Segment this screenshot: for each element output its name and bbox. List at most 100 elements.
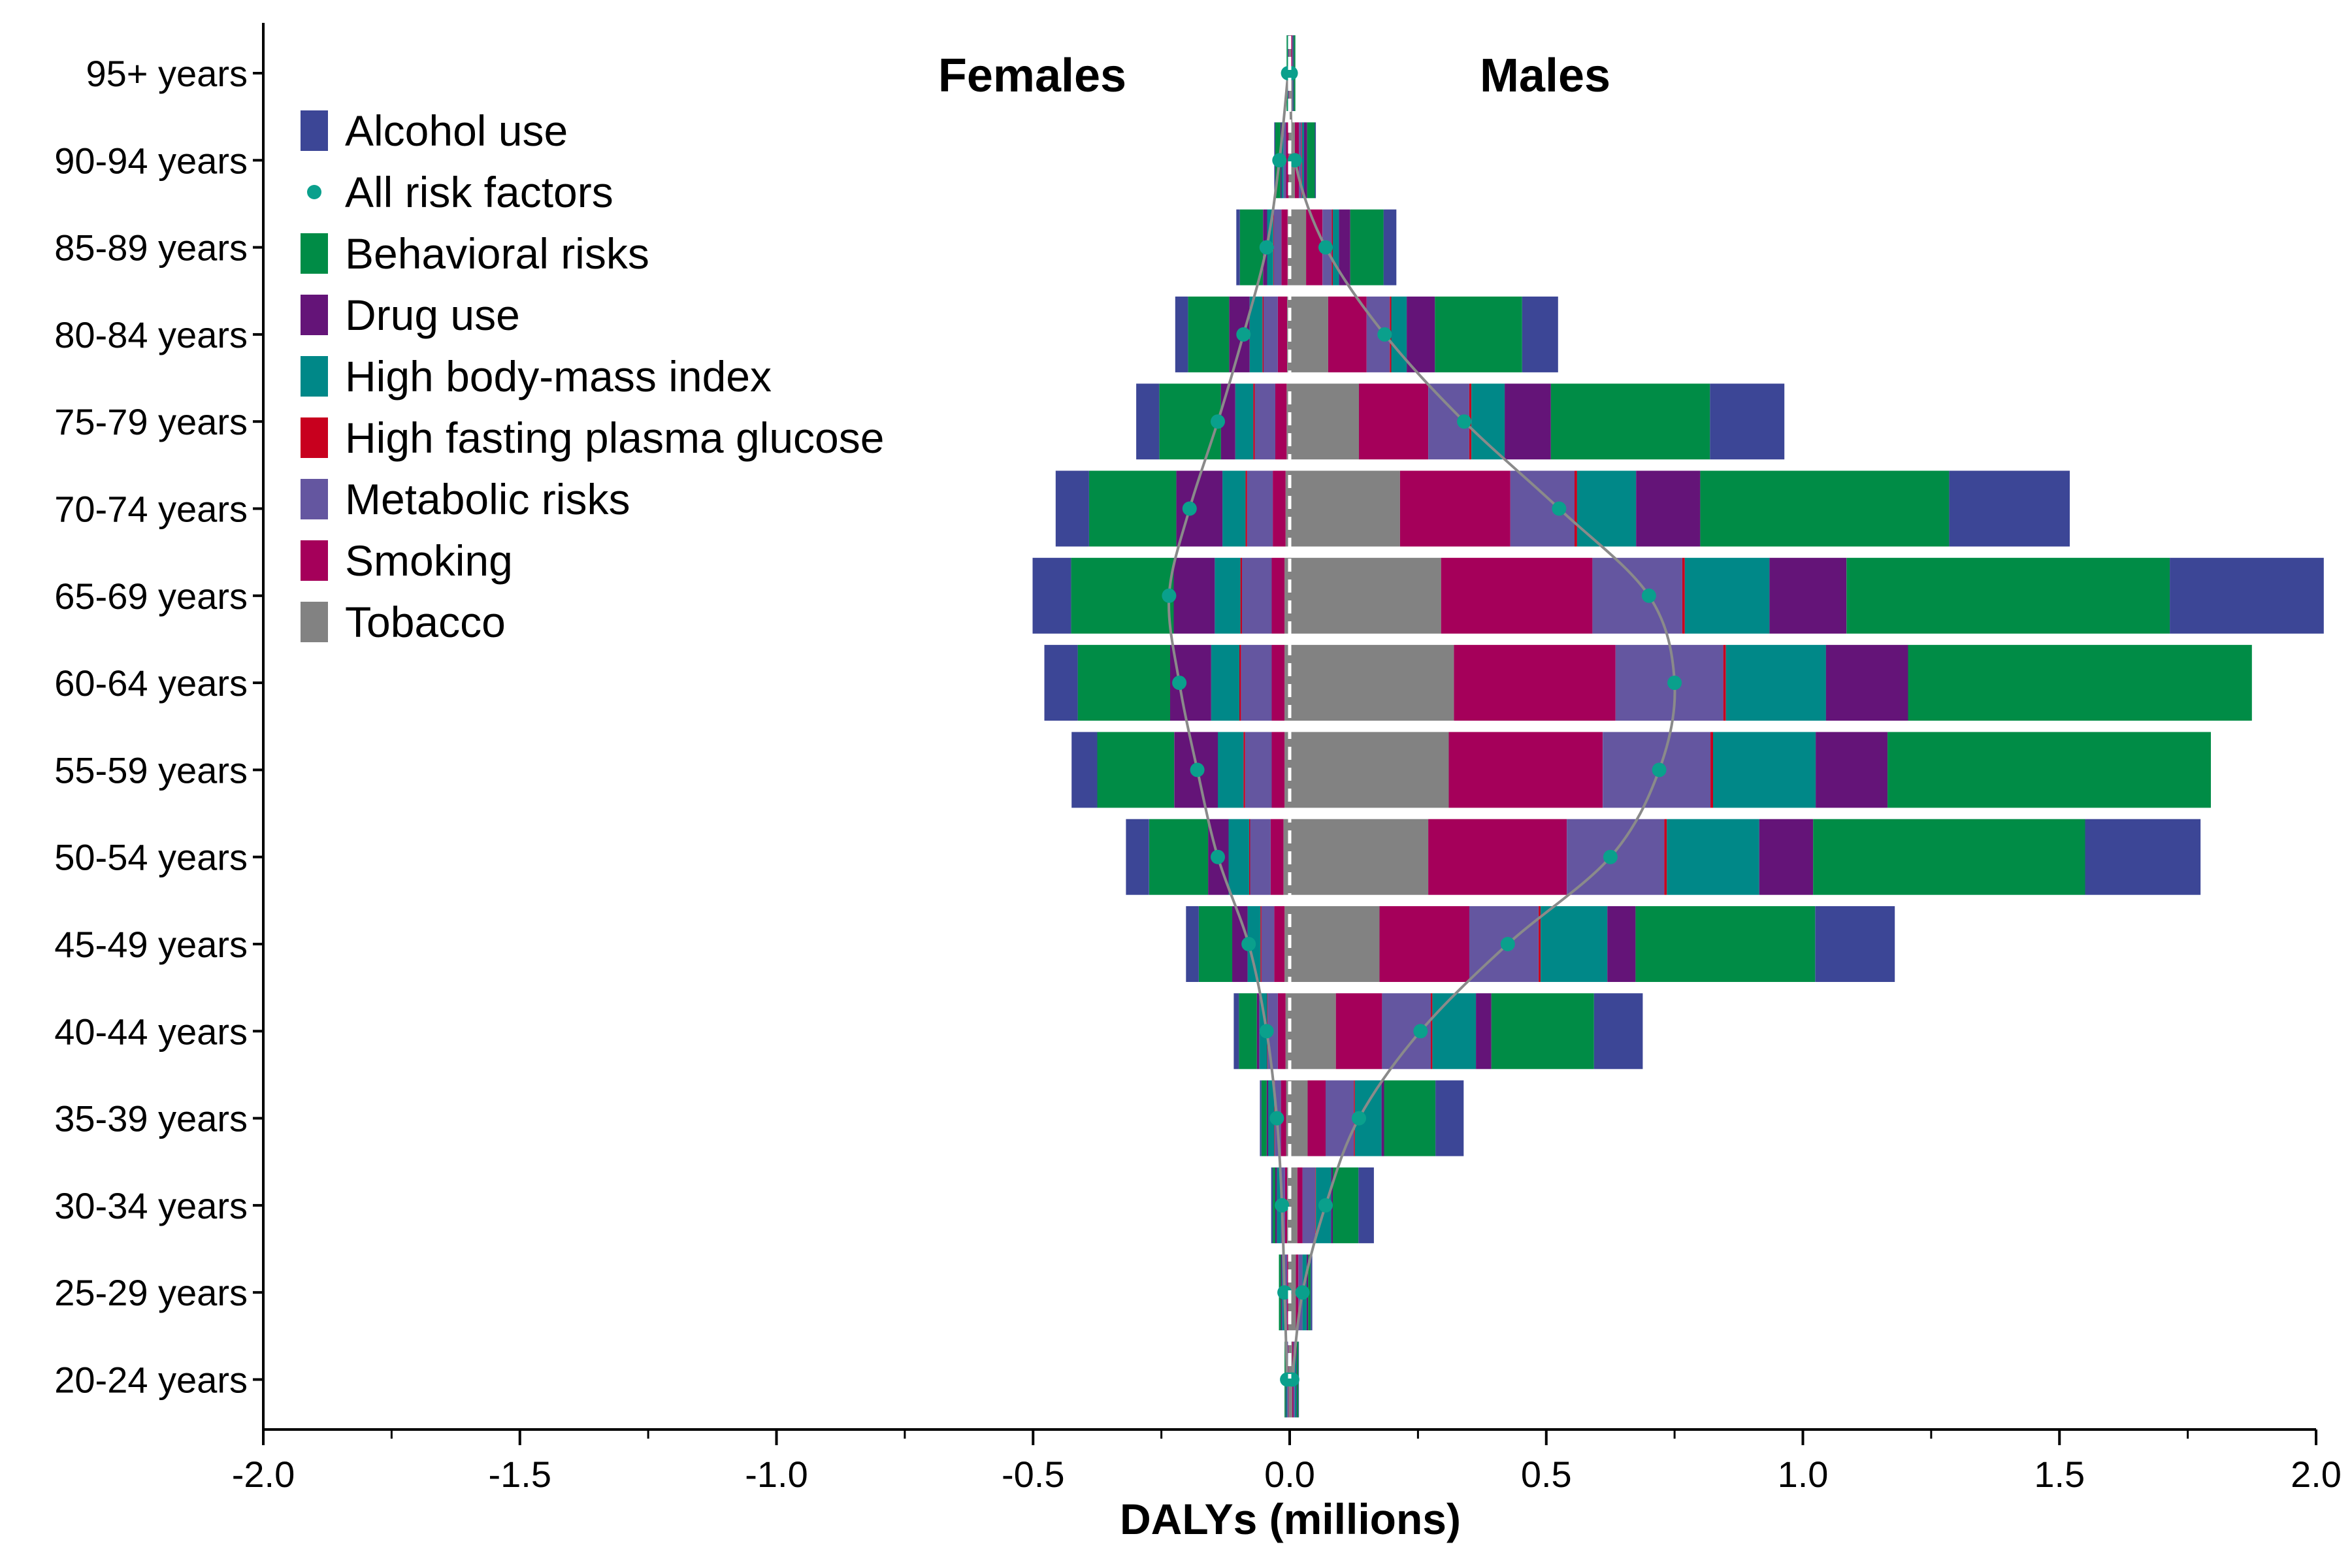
bar-smoking-males-40-44-years	[1335, 993, 1382, 1070]
legend-swatch-high-body-mass-index	[301, 356, 328, 397]
all-risk-factors-point-females-90-94-years	[1272, 153, 1287, 168]
bar-tobacco-females-45-49-years	[1284, 906, 1290, 982]
bar-high-body-mass-index-females-80-84-years	[1249, 296, 1263, 372]
bar-behavioral-risks-males-45-49-years	[1635, 906, 1816, 982]
bar-metabolic-risks-females-55-59-years	[1245, 732, 1272, 808]
bar-drug-use-females-65-69-years	[1173, 557, 1215, 634]
bar-smoking-females-85-89-years	[1281, 209, 1288, 286]
bar-smoking-males-65-69-years	[1441, 557, 1593, 634]
y-tick-label: 60-64 years	[54, 662, 248, 704]
bar-alcohol-use-males-75-79-years	[1710, 384, 1785, 460]
bar-high-fasting-plasma-glucose-males-60-64-years	[1723, 645, 1726, 721]
bar-smoking-females-45-49-years	[1274, 906, 1285, 982]
bar-smoking-males-30-34-years	[1297, 1167, 1303, 1243]
bar-smoking-females-60-64-years	[1271, 645, 1285, 721]
all-risk-factors-point-females-45-49-years	[1241, 937, 1256, 951]
bar-metabolic-risks-females-85-89-years	[1273, 209, 1282, 286]
bar-metabolic-risks-males-30-34-years	[1302, 1167, 1316, 1243]
bar-drug-use-males-55-59-years	[1816, 732, 1888, 808]
legend-swatch-high-fasting-plasma-glucose	[301, 417, 328, 458]
bar-behavioral-risks-females-45-49-years	[1199, 906, 1233, 982]
bar-tobacco-males-35-39-years	[1290, 1080, 1308, 1156]
bar-drug-use-males-90-94-years	[1304, 122, 1307, 199]
bar-alcohol-use-females-55-59-years	[1071, 732, 1098, 808]
all-risk-factors-point-females-30-34-years	[1275, 1198, 1290, 1213]
bar-high-fasting-plasma-glucose-females-45-49-years	[1260, 906, 1262, 982]
bar-alcohol-use-females-45-49-years	[1186, 906, 1199, 982]
y-tick-label: 70-74 years	[54, 489, 248, 530]
bar-smoking-males-80-84-years	[1328, 296, 1367, 372]
x-tick-label: 2.0	[2291, 1454, 2342, 1495]
bar-alcohol-use-females-35-39-years	[1260, 1080, 1262, 1156]
all-risk-factors-point-males-60-64-years	[1667, 676, 1682, 691]
bar-tobacco-males-40-44-years	[1290, 993, 1336, 1070]
legend-label-drug-use: Drug use	[345, 291, 520, 339]
bar-high-body-mass-index-females-55-59-years	[1218, 732, 1244, 808]
all-risk-factors-point-females-70-74-years	[1182, 501, 1197, 516]
bar-tobacco-males-80-84-years	[1290, 296, 1328, 372]
bar-high-fasting-plasma-glucose-males-55-59-years	[1710, 732, 1713, 808]
bar-high-fasting-plasma-glucose-males-40-44-years	[1431, 993, 1433, 1070]
bar-tobacco-males-45-49-years	[1290, 906, 1380, 982]
bar-behavioral-risks-females-50-54-years	[1149, 819, 1209, 895]
legend-swatch-alcohol-use	[301, 110, 328, 151]
bar-behavioral-risks-females-85-89-years	[1239, 209, 1264, 286]
bar-alcohol-use-females-30-34-years	[1271, 1167, 1273, 1243]
bar-behavioral-risks-females-80-84-years	[1188, 296, 1230, 372]
bar-smoking-males-75-79-years	[1359, 384, 1428, 460]
bar-metabolic-risks-females-60-64-years	[1241, 645, 1272, 721]
bar-high-body-mass-index-males-85-89-years	[1333, 209, 1339, 286]
y-tick-label: 85-89 years	[54, 227, 248, 269]
bar-high-fasting-plasma-glucose-females-50-54-years	[1249, 819, 1250, 895]
x-tick-label: -1.0	[745, 1454, 808, 1495]
bar-high-body-mass-index-males-90-94-years	[1301, 122, 1304, 199]
bar-drug-use-females-35-39-years	[1266, 1080, 1269, 1156]
y-tick-label: 20-24 years	[54, 1360, 248, 1401]
bar-smoking-females-40-44-years	[1277, 993, 1286, 1070]
legend-label-high-body-mass-index: High body-mass index	[345, 352, 772, 400]
bar-drug-use-males-80-84-years	[1407, 296, 1435, 372]
legend-swatch-tobacco	[301, 602, 328, 642]
bar-behavioral-risks-females-60-64-years	[1077, 645, 1170, 721]
bar-metabolic-risks-females-80-84-years	[1263, 296, 1278, 372]
bar-high-fasting-plasma-glucose-females-65-69-years	[1240, 557, 1242, 634]
legend-swatch-metabolic-risks	[301, 479, 328, 519]
bar-tobacco-males-75-79-years	[1290, 384, 1359, 460]
x-tick-label: 0.0	[1264, 1454, 1315, 1495]
all-risk-factors-point-males-70-74-years	[1552, 501, 1567, 516]
bar-drug-use-males-35-39-years	[1381, 1080, 1384, 1156]
bar-behavioral-risks-males-55-59-years	[1887, 732, 2211, 808]
all-risk-factors-point-males-35-39-years	[1352, 1111, 1366, 1126]
bar-smoking-females-75-79-years	[1275, 384, 1287, 460]
all-risk-factors-point-females-65-69-years	[1162, 588, 1177, 603]
bar-drug-use-males-65-69-years	[1769, 557, 1847, 634]
bar-alcohol-use-males-85-89-years	[1383, 209, 1397, 286]
bar-behavioral-risks-females-30-34-years	[1273, 1167, 1275, 1243]
bar-smoking-females-50-54-years	[1270, 819, 1284, 895]
y-tick-label: 35-39 years	[54, 1098, 248, 1139]
bar-high-fasting-plasma-glucose-females-75-79-years	[1253, 384, 1255, 460]
bar-tobacco-males-70-74-years	[1290, 470, 1400, 547]
bar-behavioral-risks-males-65-69-years	[1846, 557, 2170, 634]
legend-label-tobacco: Tobacco	[345, 598, 506, 646]
y-tick-label: 65-69 years	[54, 576, 248, 617]
bar-behavioral-risks-males-40-44-years	[1491, 993, 1594, 1070]
bar-high-fasting-plasma-glucose-males-50-54-years	[1664, 819, 1667, 895]
bar-drug-use-males-50-54-years	[1759, 819, 1814, 895]
bar-high-fasting-plasma-glucose-females-55-59-years	[1243, 732, 1245, 808]
bar-high-body-mass-index-males-55-59-years	[1713, 732, 1816, 808]
bar-behavioral-risks-males-75-79-years	[1550, 384, 1710, 460]
legend-label-metabolic-risks: Metabolic risks	[345, 475, 630, 523]
bar-behavioral-risks-females-35-39-years	[1261, 1080, 1267, 1156]
y-tick-label: 75-79 years	[54, 401, 248, 442]
bar-high-body-mass-index-females-60-64-years	[1211, 645, 1239, 721]
bar-smoking-females-65-69-years	[1271, 557, 1285, 634]
bar-behavioral-risks-males-50-54-years	[1813, 819, 2085, 895]
x-tick-label: 1.0	[1778, 1454, 1829, 1495]
bar-high-body-mass-index-males-80-84-years	[1391, 296, 1407, 372]
x-tick-label: 1.5	[2034, 1454, 2085, 1495]
axes-layer: -2.0 -1.5 -1.0 -0.5 0.0 0.5 1.0 1.5 2.0 20-24 yea…	[54, 23, 2342, 1495]
all-risk-factors-point-females-80-84-years	[1236, 327, 1251, 342]
bar-alcohol-use-females-50-54-years	[1126, 819, 1149, 895]
